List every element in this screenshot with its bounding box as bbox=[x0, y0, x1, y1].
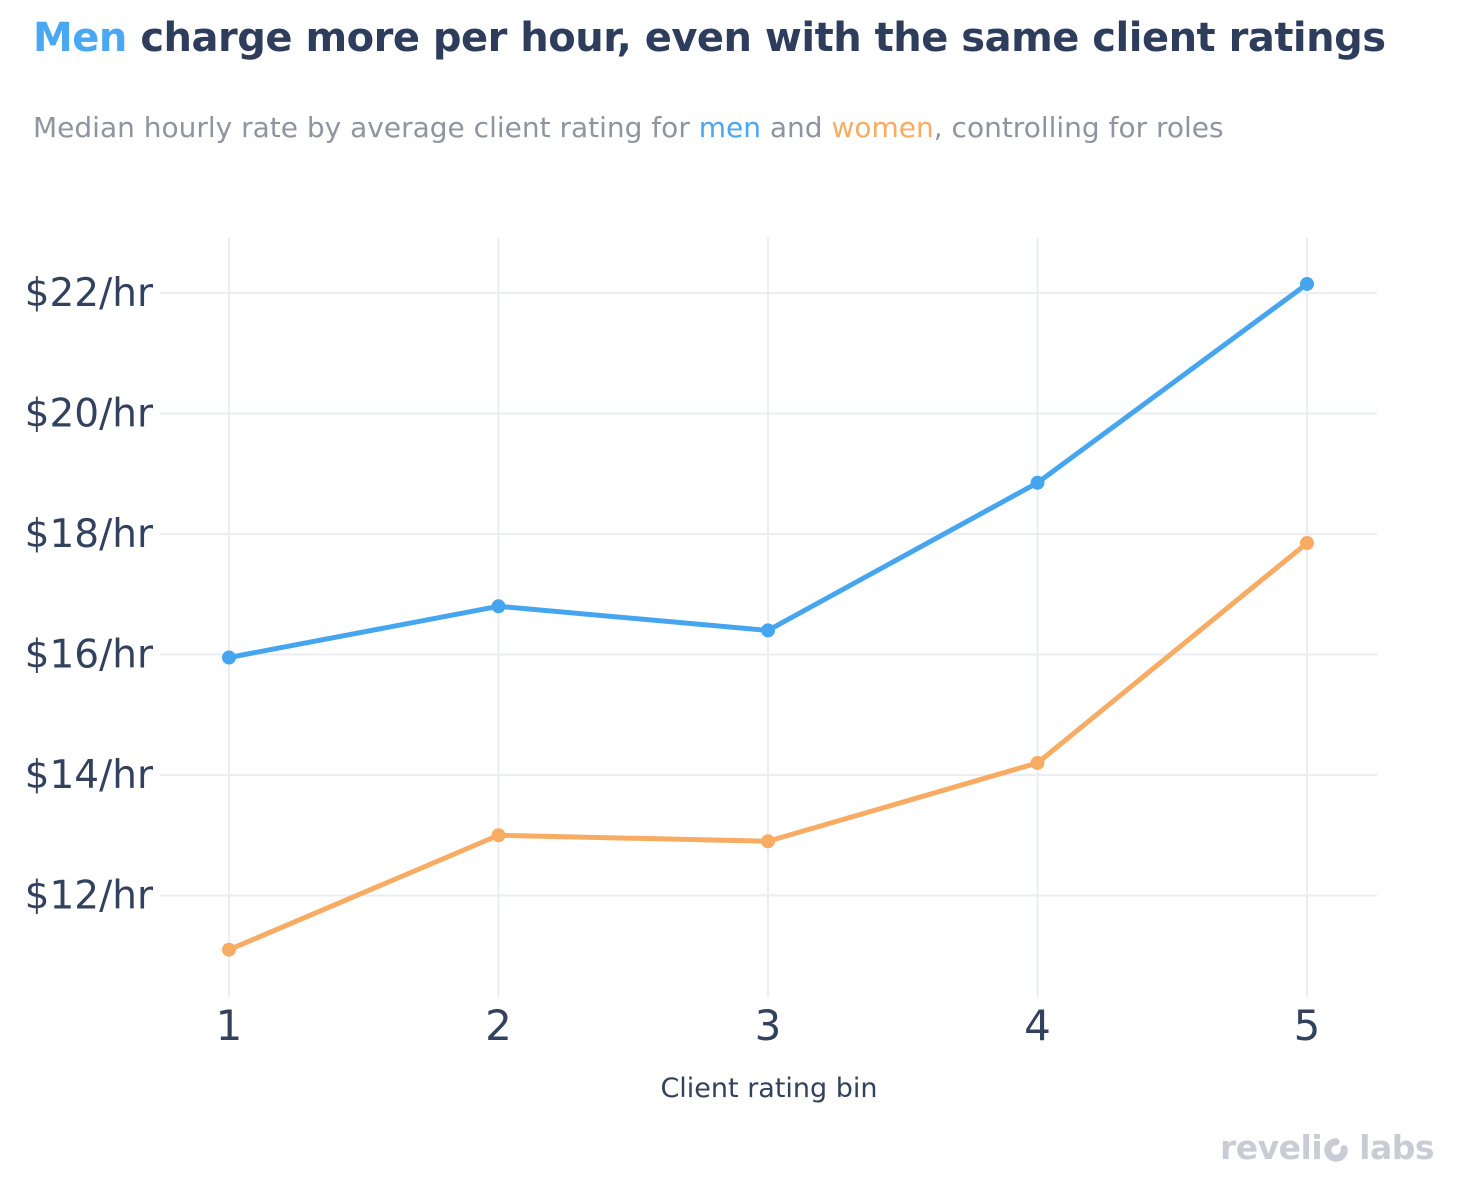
chart-footer: reveli labs bbox=[1219, 1128, 1435, 1167]
chart-subtitle: Median hourly rate by average client rat… bbox=[33, 110, 1224, 146]
y-tick-16: $16/hr bbox=[25, 633, 154, 678]
y-tick-14: $14/hr bbox=[25, 753, 154, 798]
vertical-gridlines bbox=[228, 238, 1308, 997]
logo-text-reveli: reveli bbox=[1219, 1128, 1323, 1167]
y-tick-20: $20/hr bbox=[25, 392, 154, 437]
chart-series bbox=[222, 276, 1314, 957]
y-tick-12: $12/hr bbox=[25, 874, 154, 919]
x-axis-tick-labels: 1 2 3 4 5 bbox=[216, 1001, 1321, 1050]
text-part: , controlling for roles bbox=[933, 111, 1224, 144]
data-point-women-2 bbox=[491, 828, 506, 843]
revelio-labs-logo: reveli labs bbox=[1219, 1128, 1435, 1167]
y-tick-22: $22/hr bbox=[25, 271, 154, 316]
data-point-women-1 bbox=[222, 942, 236, 957]
y-tick-18: $18/hr bbox=[25, 512, 154, 557]
data-point-women-4 bbox=[1030, 755, 1045, 770]
x-axis-title: Client rating bin bbox=[660, 1073, 877, 1104]
text-part: Median hourly rate by average client rat… bbox=[33, 111, 699, 144]
data-point-men-3 bbox=[761, 623, 775, 638]
data-point-men-5 bbox=[1300, 276, 1314, 291]
logo-text-labs: labs bbox=[1359, 1128, 1434, 1167]
page-title: Men charge more per hour, even with the … bbox=[33, 14, 1386, 62]
x-tick-3: 3 bbox=[755, 1001, 782, 1050]
data-point-men-2 bbox=[491, 599, 506, 614]
text-part: men bbox=[698, 111, 761, 144]
data-point-women-5 bbox=[1300, 536, 1314, 551]
x-tick-4: 4 bbox=[1024, 1001, 1051, 1050]
x-tick-1: 1 bbox=[216, 1001, 243, 1050]
text-part: and bbox=[760, 111, 832, 144]
text-part: Men bbox=[33, 15, 127, 61]
data-point-men-1 bbox=[222, 650, 236, 665]
revelio-o-icon bbox=[1324, 1137, 1348, 1162]
y-axis-tick-labels: $12/hr $14/hr $16/hr $18/hr $20/hr $22/hr bbox=[25, 271, 154, 919]
text-part: women bbox=[831, 111, 934, 144]
x-axis-title-label: Client rating bin bbox=[660, 1073, 877, 1104]
x-tick-5: 5 bbox=[1294, 1001, 1321, 1050]
data-point-men-4 bbox=[1030, 475, 1045, 490]
text-part: charge more per hour, even with the same… bbox=[126, 15, 1386, 61]
x-tick-2: 2 bbox=[485, 1001, 512, 1050]
data-point-women-3 bbox=[761, 834, 775, 849]
